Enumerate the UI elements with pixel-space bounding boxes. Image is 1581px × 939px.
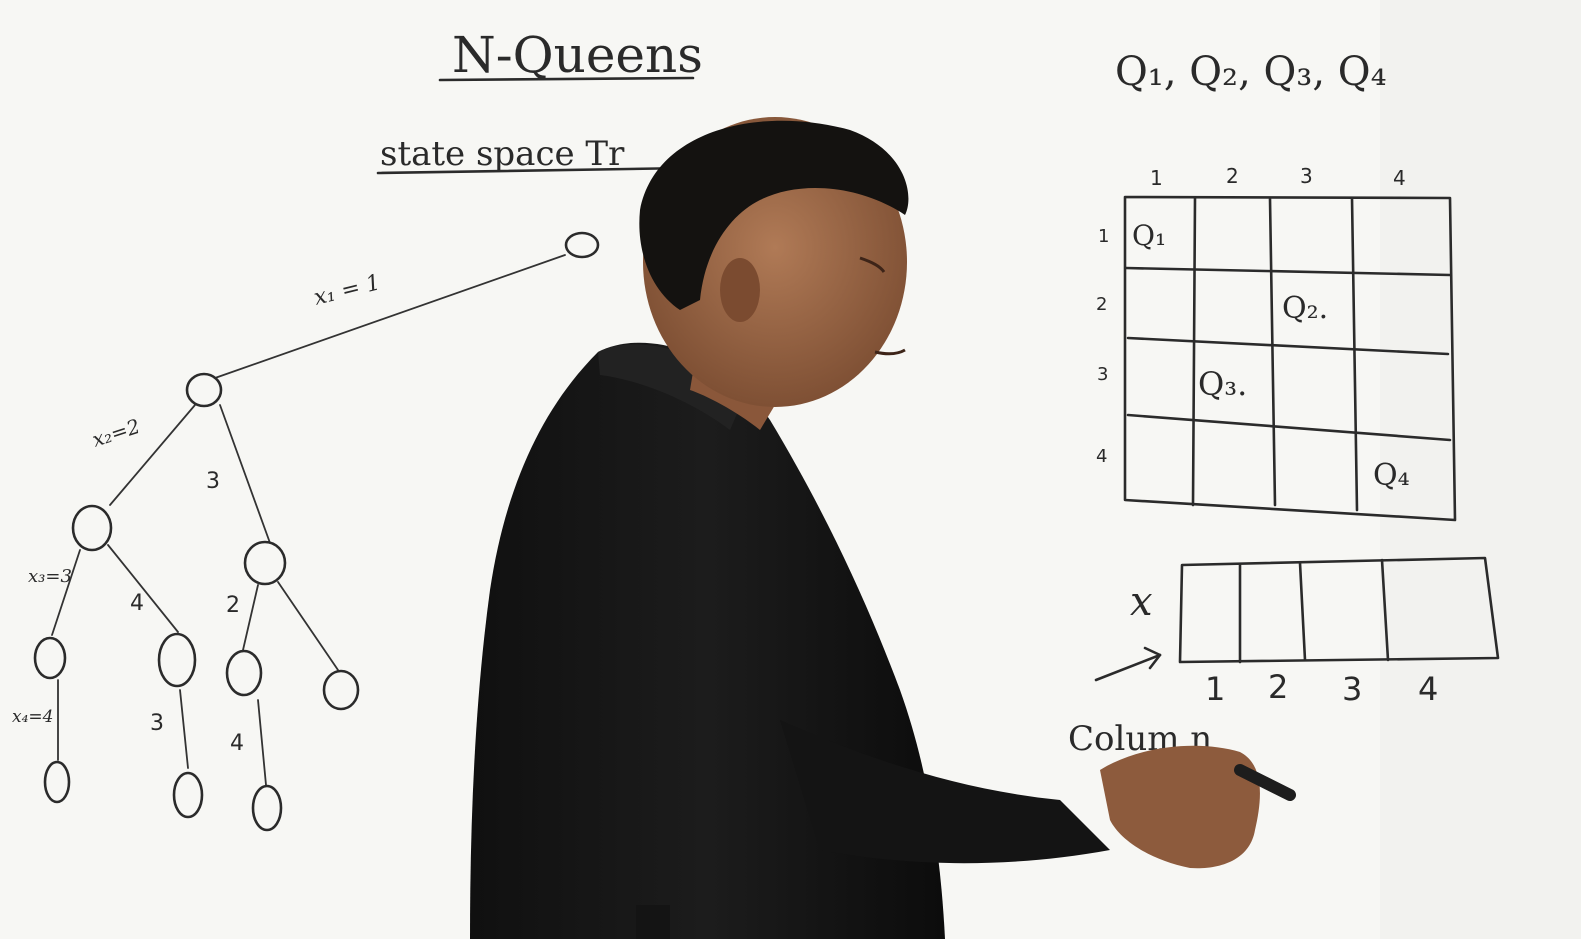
board-row-2: 2 bbox=[1096, 294, 1107, 315]
tree-node bbox=[43, 760, 71, 804]
board-row-1: 1 bbox=[1098, 226, 1109, 247]
edge-label-2: 2 bbox=[226, 593, 240, 618]
edge-label-x4: x₄=4 bbox=[12, 707, 53, 727]
queen-q4: Q₄ bbox=[1373, 458, 1410, 493]
queen-q2: Q₂. bbox=[1282, 291, 1328, 326]
tree-node bbox=[225, 649, 263, 697]
tree-node-root bbox=[564, 231, 600, 259]
tree-node bbox=[71, 504, 113, 552]
tree-node bbox=[322, 669, 360, 711]
tree-node bbox=[243, 540, 287, 586]
edge-label-4: 4 bbox=[130, 591, 144, 616]
array-index-4: 4 bbox=[1418, 670, 1438, 708]
x-array: x 1 2 3 4 Colum n bbox=[1068, 556, 1500, 759]
edge-label-3b: 3 bbox=[150, 711, 164, 736]
board-row-4: 4 bbox=[1096, 446, 1107, 467]
edge-label-3: 3 bbox=[206, 469, 220, 494]
array-index-1: 1 bbox=[1205, 670, 1225, 708]
board-col-4: 4 bbox=[1393, 166, 1406, 190]
tree-node bbox=[172, 771, 204, 819]
board-title: N-Queens bbox=[452, 26, 703, 84]
array-name: x bbox=[1130, 579, 1153, 625]
presenter bbox=[470, 117, 1296, 939]
board-col-3: 3 bbox=[1300, 164, 1313, 188]
tree-node bbox=[251, 784, 283, 832]
edge-label-4b: 4 bbox=[230, 731, 244, 756]
edge-label-x3: x₃=3 bbox=[28, 566, 72, 587]
queens-list: Q₁, Q₂, Q₃, Q₄ bbox=[1115, 49, 1387, 95]
chess-board: 1 2 3 4 1 2 3 4 Q₁ Q₂. Q₃. Q₄ bbox=[1096, 164, 1457, 522]
queen-q1: Q₁ bbox=[1132, 219, 1166, 252]
array-index-3: 3 bbox=[1342, 670, 1362, 708]
tree-node bbox=[185, 372, 223, 408]
board-row-3: 3 bbox=[1097, 364, 1108, 385]
corner-artifact bbox=[636, 905, 670, 939]
tree-node bbox=[33, 636, 67, 680]
board-col-1: 1 bbox=[1150, 166, 1163, 190]
tree-node bbox=[157, 632, 197, 688]
array-index-2: 2 bbox=[1268, 668, 1288, 706]
queen-q3: Q₃. bbox=[1198, 365, 1247, 403]
board-col-2: 2 bbox=[1226, 164, 1239, 188]
board-subtitle: state space Tr bbox=[380, 134, 625, 174]
